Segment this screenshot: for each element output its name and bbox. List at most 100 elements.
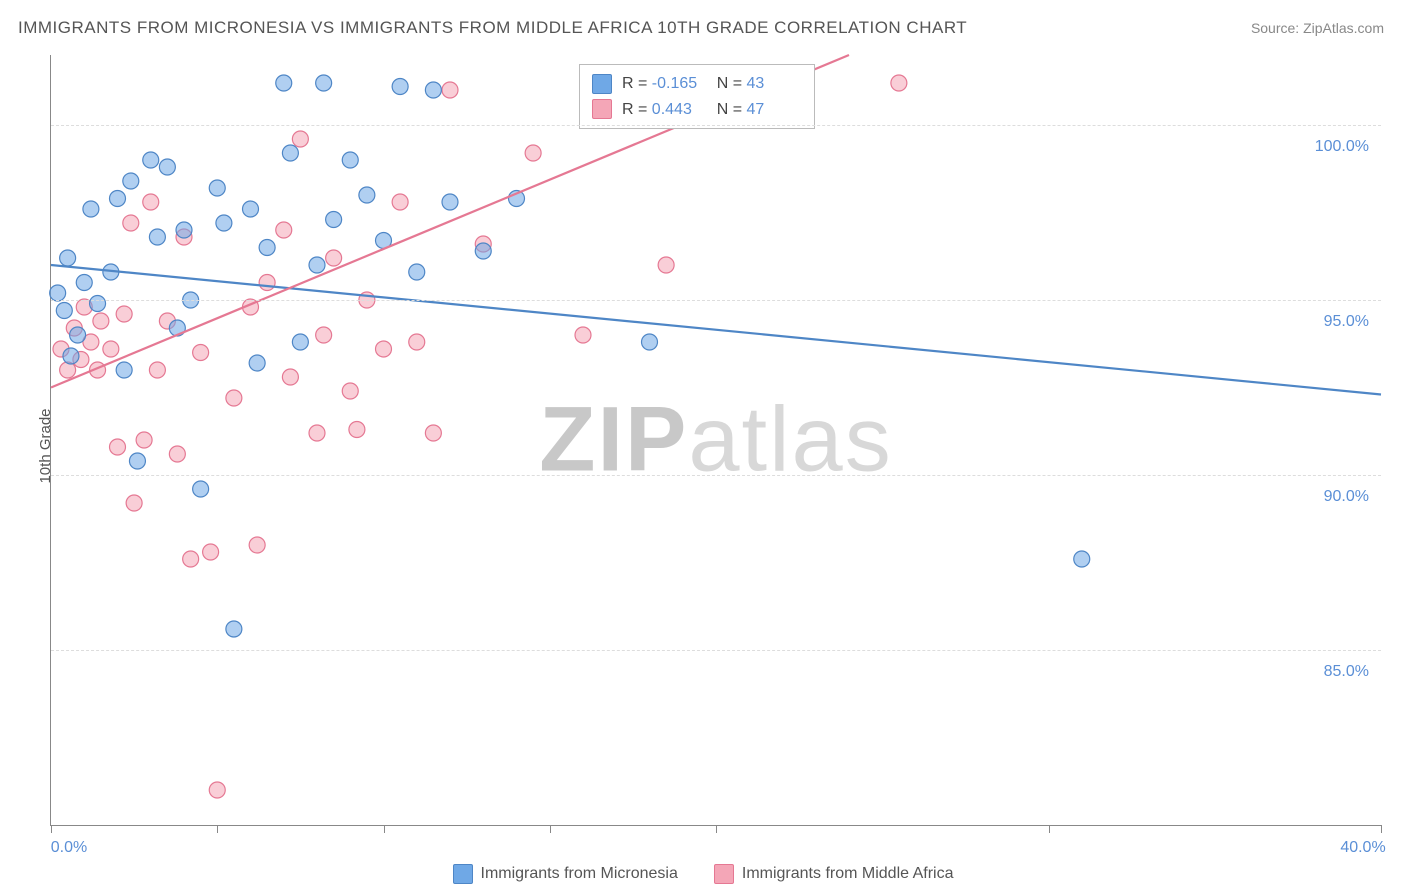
- scatter-point: [143, 152, 159, 168]
- scatter-point: [93, 313, 109, 329]
- x-tick: [384, 825, 385, 833]
- scatter-point: [216, 215, 232, 231]
- scatter-svg: [51, 55, 1381, 825]
- scatter-point: [183, 551, 199, 567]
- legend-swatch: [714, 864, 734, 884]
- gridline: [51, 475, 1381, 476]
- scatter-point: [276, 222, 292, 238]
- source-attribution: Source: ZipAtlas.com: [1251, 20, 1384, 36]
- scatter-point: [76, 275, 92, 291]
- legend-label: Immigrants from Middle Africa: [742, 865, 954, 882]
- scatter-point: [176, 222, 192, 238]
- legend-swatch: [453, 864, 473, 884]
- stats-legend-box: R = -0.165 N = 43R = 0.443 N = 47: [579, 64, 815, 129]
- scatter-point: [50, 285, 66, 301]
- scatter-point: [226, 390, 242, 406]
- scatter-point: [203, 544, 219, 560]
- scatter-point: [103, 341, 119, 357]
- scatter-point: [326, 250, 342, 266]
- scatter-point: [342, 152, 358, 168]
- scatter-point: [169, 446, 185, 462]
- legend-item: Immigrants from Micronesia: [453, 864, 678, 884]
- scatter-point: [249, 355, 265, 371]
- scatter-point: [259, 240, 275, 256]
- x-tick-label: 0.0%: [51, 839, 87, 857]
- scatter-point: [249, 537, 265, 553]
- scatter-point: [326, 212, 342, 228]
- scatter-point: [891, 75, 907, 91]
- scatter-point: [123, 173, 139, 189]
- scatter-point: [392, 194, 408, 210]
- scatter-point: [475, 243, 491, 259]
- stats-swatch: [592, 74, 612, 94]
- scatter-point: [193, 481, 209, 497]
- gridline: [51, 125, 1381, 126]
- y-tick-label: 85.0%: [1324, 663, 1369, 681]
- scatter-point: [149, 362, 165, 378]
- scatter-point: [349, 422, 365, 438]
- scatter-point: [575, 327, 591, 343]
- y-tick-label: 95.0%: [1324, 313, 1369, 331]
- scatter-point: [309, 257, 325, 273]
- scatter-point: [376, 341, 392, 357]
- scatter-point: [442, 82, 458, 98]
- scatter-point: [110, 191, 126, 207]
- scatter-point: [658, 257, 674, 273]
- scatter-point: [392, 79, 408, 95]
- stat-n-label: N =: [717, 101, 747, 118]
- scatter-point: [110, 439, 126, 455]
- scatter-point: [259, 275, 275, 291]
- scatter-point: [70, 327, 86, 343]
- x-tick: [1381, 825, 1382, 833]
- scatter-point: [525, 145, 541, 161]
- y-tick-label: 100.0%: [1315, 138, 1369, 156]
- gridline: [51, 650, 1381, 651]
- scatter-point: [63, 348, 79, 364]
- stats-row: R = 0.443 N = 47: [592, 97, 802, 123]
- y-tick-label: 90.0%: [1324, 488, 1369, 506]
- x-tick-label: 40.0%: [1340, 839, 1385, 857]
- scatter-point: [1074, 551, 1090, 567]
- scatter-point: [276, 75, 292, 91]
- gridline: [51, 300, 1381, 301]
- x-tick: [51, 825, 52, 833]
- chart-title: IMMIGRANTS FROM MICRONESIA VS IMMIGRANTS…: [18, 18, 967, 38]
- scatter-point: [193, 345, 209, 361]
- stat-r-label: R =: [622, 75, 652, 92]
- scatter-point: [292, 131, 308, 147]
- scatter-point: [359, 187, 375, 203]
- scatter-point: [409, 264, 425, 280]
- regression-line: [51, 265, 1381, 395]
- scatter-point: [316, 327, 332, 343]
- scatter-point: [136, 432, 152, 448]
- scatter-point: [60, 250, 76, 266]
- scatter-point: [116, 306, 132, 322]
- plot-area: ZIPatlas R = -0.165 N = 43R = 0.443 N = …: [50, 55, 1381, 826]
- scatter-point: [60, 362, 76, 378]
- scatter-point: [159, 159, 175, 175]
- scatter-point: [149, 229, 165, 245]
- x-tick: [1049, 825, 1050, 833]
- stat-n-value: 47: [746, 97, 802, 123]
- scatter-point: [116, 362, 132, 378]
- scatter-point: [209, 782, 225, 798]
- scatter-point: [425, 82, 441, 98]
- legend-item: Immigrants from Middle Africa: [714, 864, 954, 884]
- stat-r-label: R =: [622, 101, 652, 118]
- x-tick: [550, 825, 551, 833]
- scatter-point: [642, 334, 658, 350]
- scatter-point: [425, 425, 441, 441]
- scatter-point: [56, 303, 72, 319]
- legend-label: Immigrants from Micronesia: [481, 865, 678, 882]
- scatter-point: [409, 334, 425, 350]
- bottom-legend: Immigrants from Micronesia Immigrants fro…: [0, 864, 1406, 884]
- scatter-point: [342, 383, 358, 399]
- scatter-point: [126, 495, 142, 511]
- stat-r-value: -0.165: [652, 71, 708, 97]
- chart-container: IMMIGRANTS FROM MICRONESIA VS IMMIGRANTS…: [0, 0, 1406, 892]
- stat-n-label: N =: [717, 75, 747, 92]
- scatter-point: [226, 621, 242, 637]
- scatter-point: [83, 201, 99, 217]
- x-tick: [217, 825, 218, 833]
- scatter-point: [282, 369, 298, 385]
